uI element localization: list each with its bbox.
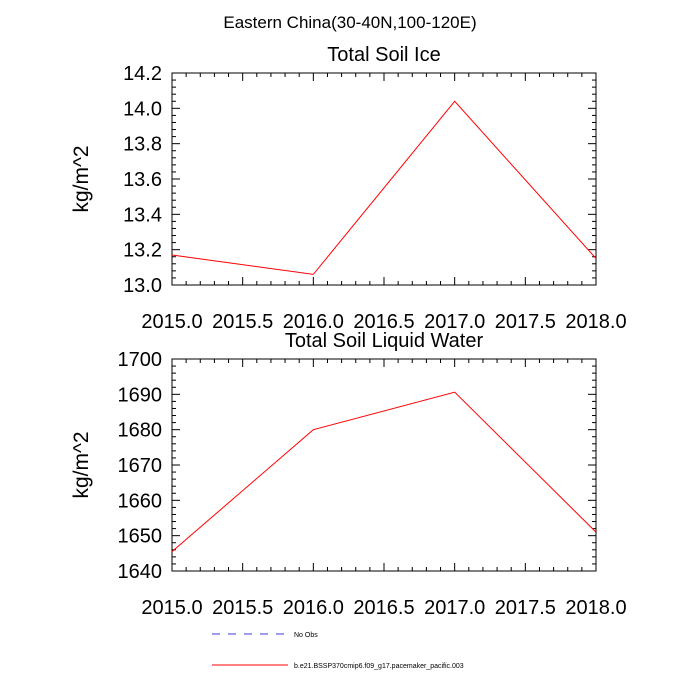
plot-frame bbox=[171, 72, 597, 286]
y-tick-label: 13.8 bbox=[123, 134, 162, 156]
plot-frame bbox=[171, 358, 597, 572]
legend-label-model: b.e21.BSSP370cmip6.f09_g17.pacemaker_pac… bbox=[294, 663, 464, 670]
panel-total-soil-ice: Total Soil Ice 2015.0 2015.5 2016.0 2016.5 20… bbox=[70, 44, 627, 333]
legend: No Obs b.e21.BSSP370cmip6.f09_g17.pacema… bbox=[212, 632, 464, 670]
x-tick-label: 2015.0 bbox=[141, 311, 202, 333]
y-tick-label: 13.4 bbox=[123, 204, 162, 226]
y-tick-label: 13.2 bbox=[123, 240, 162, 262]
y-tick-label: 14.0 bbox=[123, 98, 162, 120]
y-tick-label: 1680 bbox=[118, 420, 163, 442]
y-tick-label: 13.0 bbox=[123, 275, 162, 297]
series-line bbox=[171, 100, 597, 275]
y-tick-label: 1700 bbox=[118, 349, 163, 371]
x-tick-label: 2017.5 bbox=[495, 311, 556, 333]
panel-title: Total Soil Ice bbox=[327, 44, 440, 66]
x-tick-label: 2016.5 bbox=[353, 311, 414, 333]
y-tick-label: 1690 bbox=[118, 384, 163, 406]
x-tick-label: 2017.0 bbox=[424, 597, 485, 619]
x-tick-label: 2018.0 bbox=[565, 311, 626, 333]
x-tick-label: 2016.0 bbox=[283, 597, 344, 619]
x-tick-label: 2017.0 bbox=[424, 311, 485, 333]
figure-title: Eastern China(30-40N,100-120E) bbox=[223, 13, 476, 32]
x-tick-label: 2016.5 bbox=[353, 597, 414, 619]
y-tick-label: 1640 bbox=[118, 561, 163, 583]
x-tick-label: 2017.5 bbox=[495, 597, 556, 619]
x-tick-label: 2015.0 bbox=[141, 597, 202, 619]
series-line bbox=[171, 391, 597, 552]
x-tick-label: 2016.0 bbox=[283, 311, 344, 333]
panel-title: Total Soil Liquid Water bbox=[285, 330, 484, 352]
y-tick-label: 1650 bbox=[118, 526, 163, 548]
x-tick-label: 2018.0 bbox=[565, 597, 626, 619]
y-axis-label: kg/m^2 bbox=[70, 431, 93, 498]
y-axis-label: kg/m^2 bbox=[70, 145, 93, 212]
x-tick-label: 2015.5 bbox=[212, 597, 273, 619]
panel-total-soil-liquid-water: Total Soil Liquid Water 2015.0 2015.5 2016.… bbox=[70, 330, 627, 619]
legend-label-no-obs: No Obs bbox=[294, 632, 318, 639]
y-tick-label: 1660 bbox=[118, 490, 163, 512]
y-tick-label: 13.6 bbox=[123, 169, 162, 191]
y-tick-label: 14.2 bbox=[123, 63, 162, 85]
x-tick-label: 2015.5 bbox=[212, 311, 273, 333]
y-tick-label: 1670 bbox=[118, 455, 163, 477]
